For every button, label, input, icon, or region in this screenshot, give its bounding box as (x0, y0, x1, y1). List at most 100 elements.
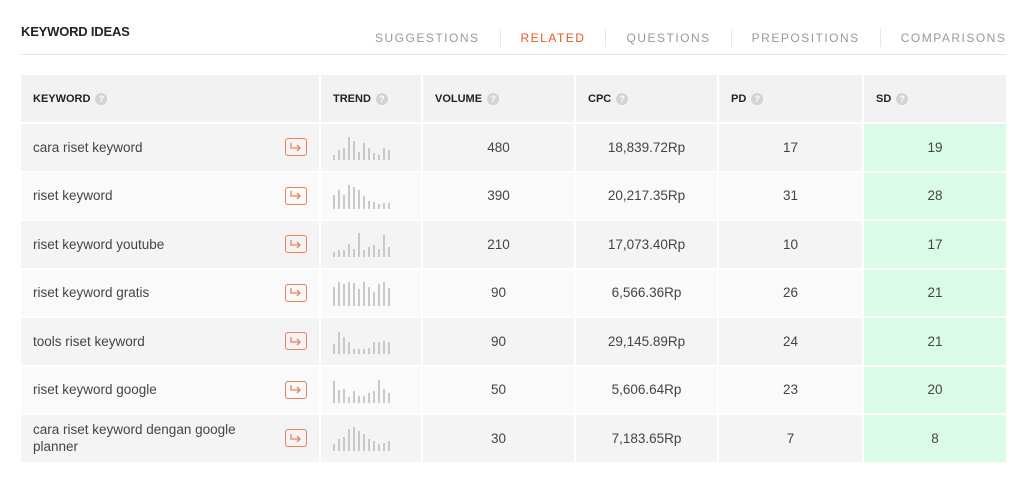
sd-value: 21 (927, 333, 943, 349)
volume-cell: 90 (423, 267, 576, 316)
trend-bar (343, 194, 345, 209)
sd-cell: 19 (864, 122, 1006, 171)
volume-cell: 90 (423, 316, 576, 365)
sd-cell: 21 (864, 267, 1006, 316)
sd-cell: 20 (864, 364, 1006, 413)
help-icon[interactable]: ? (95, 92, 108, 105)
trend-bar (368, 439, 370, 452)
header-divider (21, 54, 1006, 55)
sd-cell: 28 (864, 170, 1006, 219)
sd-value: 21 (927, 285, 943, 301)
tab-prepositions[interactable]: PREPOSITIONS (751, 31, 860, 45)
cpc-cell: 5,606.64Rp (576, 364, 719, 413)
explore-keyword-icon[interactable] (285, 380, 307, 399)
tab-suggestions[interactable]: SUGGESTIONS (375, 31, 480, 45)
keyword-text[interactable]: riset keyword (33, 188, 113, 204)
pd-value: 24 (782, 333, 799, 349)
explore-keyword-icon[interactable] (285, 235, 307, 254)
keyword-cell: riset keyword gratis (21, 267, 321, 316)
keyword-text[interactable]: tools riset keyword (33, 333, 145, 349)
keyword-text[interactable]: cara riset keyword (33, 139, 143, 155)
table-row[interactable]: riset keyword gratis 90 6,566.36Rp 26 21 (21, 267, 1006, 316)
sd-cell: 17 (864, 219, 1006, 268)
volume-cell: 30 (423, 413, 576, 462)
explore-keyword-icon[interactable] (285, 283, 307, 302)
table-row[interactable]: cara riset keyword dengan google planner… (21, 413, 1006, 462)
trend-bar (388, 202, 390, 209)
trend-bar (348, 184, 350, 209)
tab-related[interactable]: RELATED (520, 31, 586, 45)
tab-questions[interactable]: QUESTIONS (626, 31, 711, 45)
trend-bar (353, 141, 355, 161)
volume-value: 90 (490, 285, 507, 301)
trend-bar (348, 396, 350, 403)
help-icon[interactable]: ? (487, 92, 500, 105)
pd-value: 7 (786, 430, 795, 446)
explore-keyword-icon[interactable] (285, 429, 307, 448)
table-row[interactable]: riset keyword google 50 5,606.64Rp 23 20 (21, 364, 1006, 413)
keyword-text[interactable]: riset keyword youtube (33, 236, 165, 252)
trend-sparkline (333, 377, 390, 403)
trend-bar (373, 291, 375, 306)
column-header-keyword[interactable]: KEYWORD ? (21, 75, 321, 122)
trend-bar (358, 395, 360, 403)
cpc-cell: 6,566.36Rp (576, 267, 719, 316)
table-row[interactable]: cara riset keyword 480 18,839.72Rp 17 19 (21, 122, 1006, 171)
column-header-pd[interactable]: PD ? (719, 75, 864, 122)
trend-bar (358, 152, 360, 161)
keyword-text[interactable]: cara riset keyword dengan google planner (33, 422, 236, 455)
trend-bar (333, 194, 335, 209)
keyword-text[interactable]: riset keyword gratis (33, 285, 150, 301)
trend-sparkline (333, 328, 390, 355)
cpc-value: 5,606.64Rp (611, 382, 682, 398)
tab-bar: SUGGESTIONS RELATED QUESTIONS PREPOSITIO… (355, 28, 1024, 48)
tab-separator (730, 29, 732, 47)
column-header-trend[interactable]: TREND ? (321, 75, 423, 122)
help-icon[interactable]: ? (616, 92, 629, 105)
trend-bar (383, 341, 385, 355)
trend-bar (353, 249, 355, 258)
table-row[interactable]: riset keyword 390 20,217.35Rp 31 28 (21, 170, 1006, 219)
tab-comparisons[interactable]: COMPARISONS (900, 31, 1007, 45)
table-row[interactable]: tools riset keyword 90 29,145.89Rp 24 21 (21, 316, 1006, 365)
trend-bar (343, 283, 345, 306)
cpc-cell: 17,073.40Rp (576, 219, 719, 268)
volume-cell: 390 (423, 170, 576, 219)
trend-bar (358, 431, 360, 452)
column-header-volume[interactable]: VOLUME ? (423, 75, 576, 122)
trend-bar (373, 153, 375, 161)
trend-bar (368, 286, 370, 306)
keyword-cell: cara riset keyword (21, 122, 321, 171)
column-label-trend: TREND (333, 92, 371, 105)
volume-value: 390 (487, 188, 510, 204)
cpc-cell: 18,839.72Rp (576, 122, 719, 171)
trend-bar (363, 143, 365, 161)
trend-bar (378, 379, 380, 403)
trend-bar (388, 287, 390, 306)
trend-bar (338, 389, 340, 403)
trend-bar (343, 250, 345, 258)
help-icon[interactable]: ? (896, 92, 909, 105)
column-header-cpc[interactable]: CPC ? (576, 75, 719, 122)
pd-cell: 23 (719, 364, 864, 413)
explore-keyword-icon[interactable] (285, 332, 307, 351)
keyword-text[interactable]: riset keyword google (33, 382, 157, 398)
trend-bar (333, 344, 335, 355)
help-icon[interactable]: ? (375, 92, 388, 105)
explore-keyword-icon[interactable] (285, 186, 307, 205)
trend-bar (368, 247, 370, 258)
volume-value: 480 (487, 139, 510, 155)
help-icon[interactable]: ? (751, 92, 764, 105)
trend-cell (321, 170, 423, 219)
trend-bar (358, 189, 360, 209)
pd-value: 17 (782, 139, 799, 155)
trend-bar (363, 349, 365, 355)
trend-bar (333, 155, 335, 161)
trend-sparkline (333, 231, 390, 258)
column-label-cpc: CPC (588, 92, 612, 105)
page-title: KEYWORD IDEAS (21, 24, 130, 39)
explore-keyword-icon[interactable] (285, 138, 307, 157)
column-header-sd[interactable]: SD ? (864, 75, 1006, 122)
pd-cell: 31 (719, 170, 864, 219)
table-row[interactable]: riset keyword youtube 210 17,073.40Rp 10… (21, 219, 1006, 268)
